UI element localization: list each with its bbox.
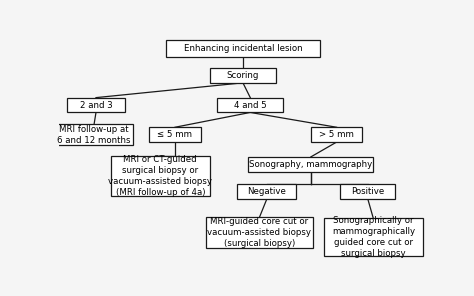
FancyBboxPatch shape	[217, 98, 283, 112]
FancyBboxPatch shape	[149, 127, 201, 142]
FancyBboxPatch shape	[166, 39, 320, 57]
FancyBboxPatch shape	[311, 127, 362, 142]
FancyBboxPatch shape	[210, 68, 276, 83]
Text: Sonography, mammography: Sonography, mammography	[249, 160, 373, 169]
FancyBboxPatch shape	[324, 218, 423, 256]
Text: MRI or CT-guided
surgical biopsy or
vacuum-assisted biopsy
(MRI follow-up of 4a): MRI or CT-guided surgical biopsy or vacu…	[108, 155, 212, 197]
Text: MRI follow-up at
6 and 12 months: MRI follow-up at 6 and 12 months	[57, 125, 131, 145]
Text: Negative: Negative	[247, 187, 286, 196]
Text: Enhancing incidental lesion: Enhancing incidental lesion	[183, 44, 302, 53]
Text: 4 and 5: 4 and 5	[234, 101, 267, 110]
FancyBboxPatch shape	[340, 184, 395, 199]
Text: Sonographically or
mammographically
guided core cut or
surgical biopsy: Sonographically or mammographically guid…	[332, 216, 415, 258]
Text: Positive: Positive	[351, 187, 384, 196]
Text: > 5 mm: > 5 mm	[319, 130, 354, 139]
Text: ≤ 5 mm: ≤ 5 mm	[157, 130, 192, 139]
FancyBboxPatch shape	[110, 156, 210, 196]
FancyBboxPatch shape	[206, 217, 313, 248]
Text: Scoring: Scoring	[227, 71, 259, 80]
Text: 2 and 3: 2 and 3	[80, 101, 112, 110]
FancyBboxPatch shape	[66, 98, 125, 112]
FancyBboxPatch shape	[248, 157, 374, 172]
FancyBboxPatch shape	[237, 184, 296, 199]
FancyBboxPatch shape	[55, 124, 133, 146]
Text: MRI-guided core cut or
vacuum-assisted biopsy
(surgical biopsy): MRI-guided core cut or vacuum-assisted b…	[208, 217, 311, 248]
